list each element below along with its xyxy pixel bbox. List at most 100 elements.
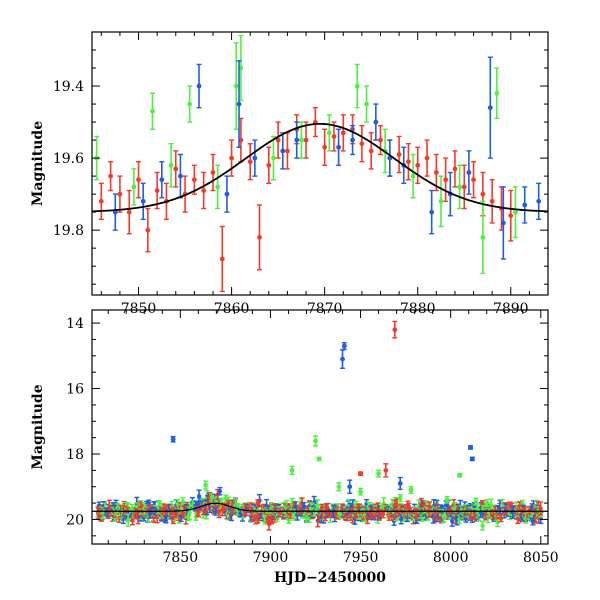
- data-point-red: [433, 153, 439, 192]
- data-point-red: [383, 463, 389, 478]
- data-point-green: [233, 42, 239, 130]
- data-point-blue: [177, 153, 183, 199]
- x-tick-label: 8050: [523, 550, 559, 566]
- y-tick-label: 19.6: [53, 151, 84, 167]
- data-point-red: [396, 135, 402, 174]
- x-tick-label: 7890: [493, 301, 529, 317]
- data-point-red: [452, 150, 458, 188]
- data-point-red: [275, 121, 281, 159]
- data-point-blue: [469, 456, 475, 462]
- data-point-red: [359, 124, 365, 163]
- data-point-blue: [252, 139, 258, 177]
- data-point-green: [316, 456, 322, 462]
- baseline-point-green: [125, 513, 131, 527]
- data-point-blue: [500, 186, 506, 260]
- model-curve: [92, 122, 548, 213]
- data-point-blue: [196, 63, 202, 109]
- axes-frame: [91, 309, 549, 545]
- data-point-blue: [170, 435, 176, 443]
- data-point-blue: [467, 445, 473, 450]
- x-axis-label: HJD−2450000: [274, 570, 386, 586]
- data-point-blue: [373, 103, 379, 141]
- y-tick-label: 19.4: [53, 79, 84, 95]
- data-point-blue: [340, 349, 346, 369]
- top-panel: 7850 7860 7870 7880 7890 19.4 19.6 19.8 Magnitud…: [30, 31, 549, 317]
- data-point-green: [203, 480, 209, 490]
- data-point-green: [438, 175, 444, 228]
- data-point-green: [289, 465, 295, 475]
- data-point-green: [457, 164, 463, 210]
- data-point-blue: [429, 189, 435, 235]
- data-point-red: [117, 175, 123, 213]
- data-point-red: [443, 157, 449, 203]
- y-tick-label: 18: [66, 447, 84, 463]
- data-point-red: [489, 179, 495, 224]
- x-tick-label: 7950: [343, 550, 379, 566]
- baseline-point-blue: [449, 515, 455, 527]
- data-point-red: [284, 132, 290, 170]
- data-point-red: [210, 153, 216, 192]
- y-axis-label: Magnitude: [30, 384, 46, 469]
- data-point-red: [108, 160, 114, 192]
- data-point-red: [247, 142, 253, 181]
- y-tick-label: 16: [66, 382, 84, 398]
- data-point-red: [340, 114, 346, 152]
- data-point-red: [201, 171, 207, 210]
- x-tick-label: 7900: [253, 550, 289, 566]
- data-point-red: [173, 150, 179, 188]
- x-tick-label: 7880: [400, 301, 436, 317]
- x-tick-label: 7860: [214, 301, 250, 317]
- data-point-green: [512, 186, 518, 239]
- baseline-point-blue: [163, 515, 169, 524]
- x-tick-label: 8000: [433, 550, 469, 566]
- data-point-green: [457, 472, 463, 478]
- data-point-red: [229, 139, 235, 177]
- data-point-green: [187, 85, 193, 123]
- y-tick-label: 20: [66, 512, 84, 528]
- data-point-red: [424, 139, 430, 177]
- data-point-red: [471, 160, 477, 199]
- x-tick-label: 7850: [121, 301, 157, 317]
- data-point-red: [136, 160, 142, 199]
- plot-area: [92, 34, 548, 293]
- data-point-green: [131, 168, 137, 206]
- data-point-blue: [522, 186, 528, 224]
- data-point-blue: [336, 128, 342, 167]
- data-point-blue: [236, 60, 242, 148]
- data-point-green: [354, 63, 360, 109]
- data-point-blue: [536, 182, 542, 221]
- data-point-red: [126, 189, 132, 235]
- data-point-green: [484, 499, 490, 508]
- data-point-green: [270, 135, 276, 181]
- data-point-red: [358, 471, 364, 477]
- data-point-green: [408, 486, 414, 494]
- data-point-green: [480, 200, 486, 275]
- data-point-green: [326, 114, 332, 152]
- data-point-green: [312, 435, 318, 447]
- data-point-red: [368, 132, 374, 170]
- data-point-blue: [112, 193, 118, 231]
- baseline-point-green: [480, 520, 486, 531]
- data-point-red: [461, 164, 467, 210]
- baseline-point-blue: [217, 486, 223, 496]
- data-point-green: [397, 494, 403, 503]
- data-point-green: [494, 67, 500, 120]
- data-point-red: [145, 207, 151, 253]
- data-point-red: [98, 182, 104, 221]
- data-point-blue: [280, 132, 286, 170]
- x-tick-label: 7850: [162, 550, 198, 566]
- y-axis-label: Magnitude: [30, 121, 46, 206]
- data-point-green: [376, 469, 382, 478]
- plot-area: [92, 320, 548, 531]
- data-point-blue: [159, 160, 165, 199]
- data-point-red: [266, 146, 272, 185]
- data-point-green: [358, 487, 364, 496]
- data-point-green: [168, 142, 174, 188]
- data-point-green: [149, 92, 155, 130]
- data-point-green: [444, 495, 450, 504]
- x-tick-label: 7870: [307, 301, 343, 317]
- data-point-red: [219, 225, 225, 293]
- data-point-blue: [387, 139, 393, 177]
- data-point-green: [336, 482, 342, 492]
- data-point-blue: [487, 56, 493, 159]
